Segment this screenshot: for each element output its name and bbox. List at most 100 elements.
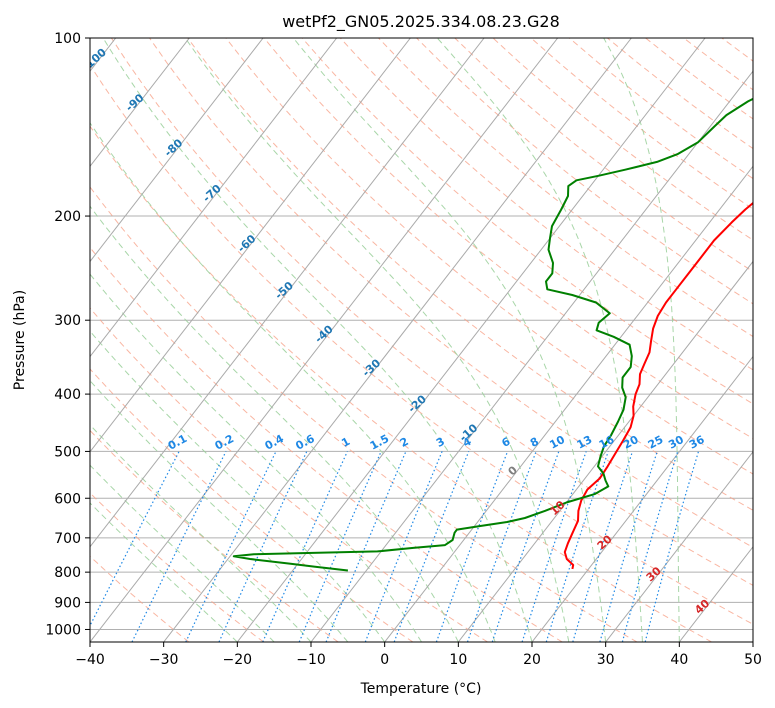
x-tick-label: −30 (149, 652, 179, 668)
dry-adiabats (90, 38, 753, 642)
isotherm-label: -50 (272, 279, 296, 302)
moist-adiabat (90, 121, 496, 642)
y-tick-label: 300 (54, 313, 81, 329)
mixing-ratio-label: 30 (666, 433, 686, 452)
mixing-ratio-label: 0.1 (166, 432, 189, 453)
plot-area: -100-90-80-70-60-50-40-30-20-10010203040… (90, 38, 753, 642)
mixing-ratio-label: 0.2 (213, 432, 236, 453)
x-tick-label: −40 (75, 652, 105, 668)
y-tick-label: 1000 (45, 622, 81, 638)
isotherm-line (163, 38, 632, 642)
mixing-ratio-label: 1.5 (368, 432, 391, 453)
y-tick-label: 200 (54, 209, 81, 225)
x-tick-label: 50 (744, 652, 762, 668)
mixing-ratio-label: 0.4 (263, 432, 287, 453)
isotherm-line (457, 260, 753, 642)
grid-lines (90, 38, 753, 630)
mixing-ratio-line (621, 451, 679, 642)
isotherm-line (90, 38, 264, 263)
mixing-ratio-line (90, 451, 180, 628)
mixing-ratio-line (491, 451, 560, 642)
mixing-ratio-label: 36 (687, 433, 707, 452)
mixing-ratio-line (466, 451, 537, 642)
isotherm-line (90, 38, 485, 548)
x-tick-label: −20 (223, 652, 253, 668)
x-tick-label: 20 (523, 652, 541, 668)
isotherm-label: 30 (644, 564, 664, 584)
x-tick-label: 30 (597, 652, 615, 668)
mixing-ratio-line (572, 451, 634, 642)
isotherm-line (236, 38, 706, 642)
mixing-ratio-label: 3 (434, 435, 447, 450)
mixing-ratio-line (545, 451, 609, 642)
dry-adiabat (90, 64, 753, 625)
y-tick-label: 500 (54, 444, 81, 460)
dry-adiabat (645, 38, 753, 120)
mixing-ratio-line (521, 451, 587, 642)
moist-adiabat (90, 273, 422, 642)
mixing-ratio-label: 1 (339, 435, 352, 450)
isotherm-label: 40 (692, 597, 712, 617)
dry-adiabat (187, 38, 753, 511)
y-axis-ticks: 100 200 300 400 500 600 700 800 900 1000 (45, 31, 90, 638)
moist-adiabats (90, 38, 680, 642)
mixing-ratio-line (298, 451, 382, 642)
y-tick-label: 800 (54, 565, 81, 581)
x-axis-ticks: −40 −30 −20 −10 0 10 20 30 40 50 (75, 642, 762, 668)
dry-adiabat (339, 38, 753, 371)
isotherm-line (90, 38, 190, 168)
x-tick-label: 40 (670, 652, 688, 668)
y-tick-label: 400 (54, 387, 81, 403)
y-tick-label: 100 (54, 31, 81, 47)
dry-adiabat (90, 307, 488, 642)
dry-adiabat (90, 555, 190, 642)
x-tick-label: −10 (296, 652, 326, 668)
x-tick-label: 10 (449, 652, 467, 668)
mixing-ratio-label: 13 (575, 433, 595, 452)
moist-adiabat (603, 38, 680, 642)
mixing-ratio-line (599, 451, 658, 642)
dry-adiabat (683, 38, 753, 91)
isotherm-line (605, 450, 753, 642)
sounding-series (232, 97, 753, 572)
isotherm-label: -40 (312, 322, 336, 345)
mixing-ratio-label: 0.6 (293, 432, 317, 453)
moist-adiabat (90, 205, 459, 642)
x-tick-label: 0 (380, 652, 389, 668)
dewpoint-line (232, 97, 753, 572)
y-tick-label: 900 (54, 595, 81, 611)
moist-adiabat (292, 38, 607, 642)
mixing-ratio-line (262, 451, 348, 642)
mixing-ratio-line (218, 451, 308, 642)
dry-adiabat (90, 429, 339, 642)
y-axis-label: Pressure (hPa) (12, 290, 28, 390)
chart-title: wetPf2_GN05.2025.334.08.23.G28 (282, 12, 560, 32)
mixing-ratio-line (644, 451, 700, 642)
moist-adiabat (90, 502, 238, 642)
moist-adiabat (90, 330, 386, 642)
moist-adiabat (184, 38, 570, 642)
moist-adiabat (90, 464, 275, 642)
moist-adiabat (102, 38, 533, 642)
isotherm-label: -70 (200, 182, 224, 205)
isotherm-label: -30 (360, 356, 384, 379)
mixing-ratio-label: 25 (646, 433, 666, 452)
isotherm-line (90, 38, 559, 642)
dry-adiabat (721, 38, 753, 62)
dry-adiabat (568, 38, 753, 180)
mixing-ratio-line (364, 451, 443, 642)
mixing-ratio-label: 16 (597, 433, 617, 452)
dry-adiabat (378, 38, 753, 338)
mixing-ratio-line (393, 451, 470, 642)
dry-adiabat (90, 246, 563, 642)
mixing-ratio-line (325, 451, 407, 642)
mixing-ratio-label: 10 (547, 433, 567, 452)
moist-adiabat (90, 424, 312, 642)
mixing-ratio-label: 2 (398, 435, 411, 450)
mixing-ratio-lines (90, 451, 700, 642)
plot-frame (89, 37, 754, 643)
isotherm-line (531, 355, 753, 642)
y-tick-label: 600 (54, 491, 81, 507)
x-axis-label: Temperature (°C) (360, 681, 482, 697)
isotherm-label: -90 (123, 91, 147, 114)
